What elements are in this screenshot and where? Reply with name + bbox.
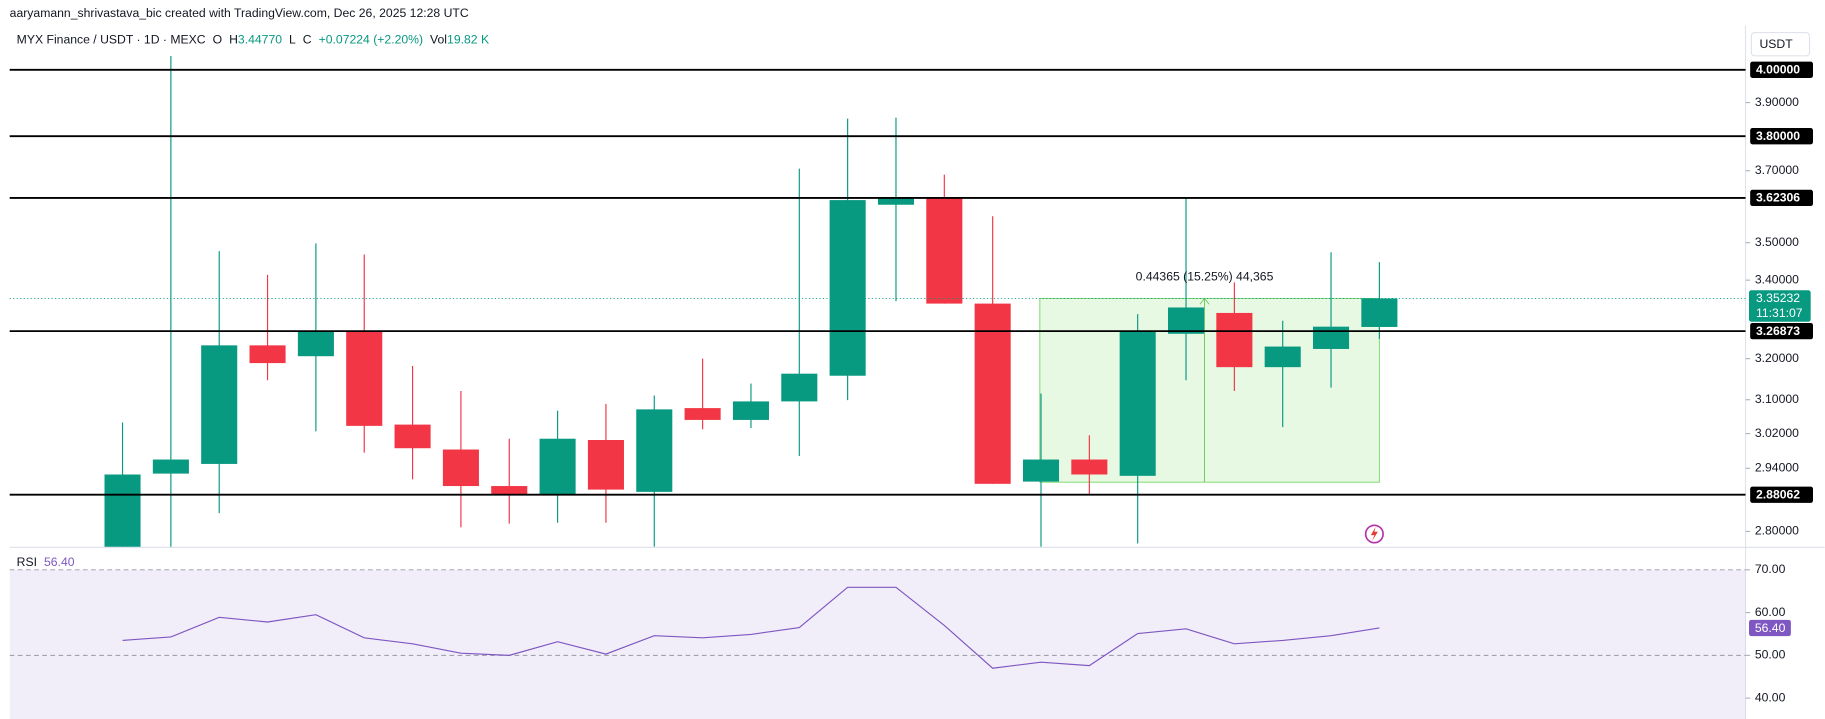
candle-body — [297, 331, 334, 357]
rsi-value-label: 56.40 — [1755, 621, 1786, 635]
rsi-band — [9, 569, 1746, 719]
level-label: 3.26873 — [1756, 324, 1800, 338]
rsi-value: 56.40 — [44, 555, 75, 569]
currency-box — [1750, 31, 1811, 57]
candle-body — [732, 401, 769, 420]
level-label-box — [1750, 189, 1813, 207]
y-tick-label: 3.40000 — [1755, 272, 1799, 286]
candle-body — [201, 345, 238, 464]
candle-body — [394, 424, 431, 449]
level-label: 3.62306 — [1756, 191, 1800, 205]
candle-body — [1167, 307, 1205, 334]
legend-key: C — [303, 33, 312, 47]
candle-body — [539, 438, 576, 495]
candle-body — [1071, 459, 1108, 475]
rsi-legend: RSI 56.40 — [17, 555, 75, 569]
candle-body — [877, 197, 915, 205]
volume: 19.82 K — [447, 33, 489, 47]
legend-key: L — [289, 33, 296, 47]
candle-body — [636, 409, 673, 492]
level-label: 3.80000 — [1756, 129, 1800, 143]
level-label: 2.88062 — [1756, 488, 1800, 502]
legend: MYX Finance / USDT · 1D · MEXC O H3.44770 L… — [17, 33, 489, 47]
candle-body — [1119, 331, 1156, 476]
measure-range — [1039, 297, 1380, 483]
level-label-box — [1750, 322, 1813, 340]
level-label: 4.00000 — [1756, 63, 1800, 77]
candle-body — [249, 345, 286, 364]
y-tick-label: 3.02000 — [1755, 426, 1799, 440]
level-label-box — [1750, 128, 1813, 145]
alert-icon-bolt — [1370, 527, 1378, 541]
y-tick-label: 3.70000 — [1755, 163, 1799, 177]
y-tick-label: 3.90000 — [1755, 95, 1799, 109]
legend-key: O — [213, 33, 223, 47]
candle-body — [829, 200, 866, 376]
alert-icon — [1364, 524, 1384, 544]
legend-value: 3.44770 — [238, 33, 282, 47]
y-tick-label: 50.00 — [1755, 648, 1786, 662]
change: +0.07224 (+2.20%) — [319, 33, 423, 47]
candle-body — [152, 459, 189, 474]
candle-body — [1022, 459, 1060, 482]
candle-body — [442, 449, 479, 487]
level-label-box — [1750, 486, 1813, 503]
price-pane — [104, 55, 1398, 547]
candle-body — [104, 474, 141, 547]
y-tick-label: 2.80000 — [1755, 524, 1799, 538]
rsi-pane — [9, 569, 1746, 719]
candle-body — [1361, 298, 1398, 327]
candle-body — [587, 440, 624, 490]
y-tick-label: 2.94000 — [1755, 461, 1799, 475]
header: aaryamann_shrivastava_bic created with T… — [10, 6, 469, 20]
y-tick-label: 3.50000 — [1755, 235, 1799, 249]
measure-label: 0.44365 (15.25%) 44,365 — [1136, 270, 1274, 284]
rsi-name: RSI — [17, 555, 37, 569]
y-tick-label: 60.00 — [1755, 605, 1786, 619]
candle-body — [1264, 346, 1301, 368]
price-axis-bg — [1745, 0, 1825, 719]
countdown: 11:31:07 — [1756, 306, 1803, 320]
candle-body — [1313, 326, 1350, 349]
symbol: MYX Finance / USDT · 1D · MEXC — [17, 33, 206, 47]
y-tick-label: 40.00 — [1755, 690, 1786, 704]
last-price-label: 3.35232 — [1756, 291, 1800, 305]
currency: USDT — [1759, 37, 1793, 51]
volume-key: Vol — [430, 33, 447, 47]
level-label-box — [1750, 61, 1813, 78]
legend-key: H — [229, 33, 238, 47]
candle-body — [684, 408, 721, 420]
rsi-value-box — [1749, 619, 1791, 637]
y-tick-label: 3.10000 — [1755, 392, 1799, 406]
candle-body — [1216, 312, 1253, 368]
candle-body — [346, 331, 383, 426]
y-tick-label: 70.00 — [1755, 562, 1786, 576]
candle-body — [974, 303, 1011, 484]
candle-body — [926, 197, 963, 304]
candle-body — [781, 373, 818, 402]
y-tick-label: 3.20000 — [1755, 351, 1799, 365]
rsi-line — [122, 586, 1380, 669]
candle-body — [491, 486, 528, 495]
last-price-box — [1749, 290, 1811, 322]
